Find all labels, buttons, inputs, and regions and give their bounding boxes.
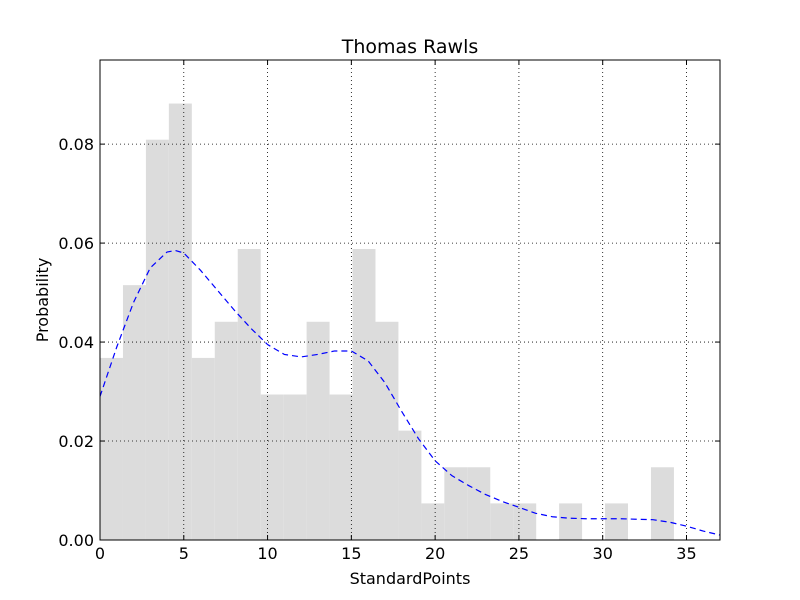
y-tick-label: 0.06 — [58, 234, 94, 253]
plot-frame — [99, 59, 721, 541]
histogram-bar — [260, 394, 284, 540]
x-tick-label: 0 — [95, 544, 105, 563]
x-tick-label: 20 — [425, 544, 445, 563]
x-tick-label: 5 — [179, 544, 189, 563]
y-tick-label: 0.08 — [58, 135, 94, 154]
histogram-bar — [444, 467, 468, 540]
x-axis-title: StandardPoints — [350, 569, 471, 588]
y-tick-label: 0.02 — [58, 432, 94, 451]
x-tick-label: 30 — [593, 544, 613, 563]
x-tick-label: 25 — [509, 544, 529, 563]
histogram-bar — [168, 103, 192, 541]
histogram-bar — [490, 503, 514, 540]
histogram-bar — [306, 321, 330, 540]
y-axis-title: Probability — [33, 258, 52, 343]
histogram-bar — [375, 321, 399, 540]
x-tick-label: 15 — [341, 544, 361, 563]
y-tick-label: 0.04 — [58, 333, 94, 352]
histogram-bar — [467, 467, 491, 540]
histogram-bar — [237, 249, 261, 540]
histogram-bar — [352, 249, 376, 540]
density-curve — [99, 249, 721, 536]
y-tick-label: 0.00 — [58, 531, 94, 550]
chart-title: Thomas Rawls — [341, 36, 479, 58]
histogram-bars — [100, 103, 674, 541]
histogram-bar — [191, 357, 215, 540]
x-tick-label: 10 — [257, 544, 277, 563]
histogram-bar — [122, 285, 146, 540]
x-tick-label: 35 — [676, 544, 696, 563]
histogram-bar — [283, 394, 307, 540]
y-axis-ticks: 0.00 0.02 0.04 0.06 0.08 — [58, 135, 720, 550]
histogram-bar — [329, 394, 353, 540]
histogram-bar — [559, 503, 583, 540]
x-axis-ticks: 0 5 10 15 20 25 30 35 — [95, 60, 697, 563]
histogram-bar — [145, 139, 169, 541]
histogram-bar — [398, 430, 422, 540]
histogram-bar — [214, 321, 238, 540]
histogram-bar — [100, 357, 123, 540]
histogram-bar — [650, 467, 674, 540]
histogram-bar — [421, 503, 445, 540]
histogram-bar — [605, 503, 629, 540]
